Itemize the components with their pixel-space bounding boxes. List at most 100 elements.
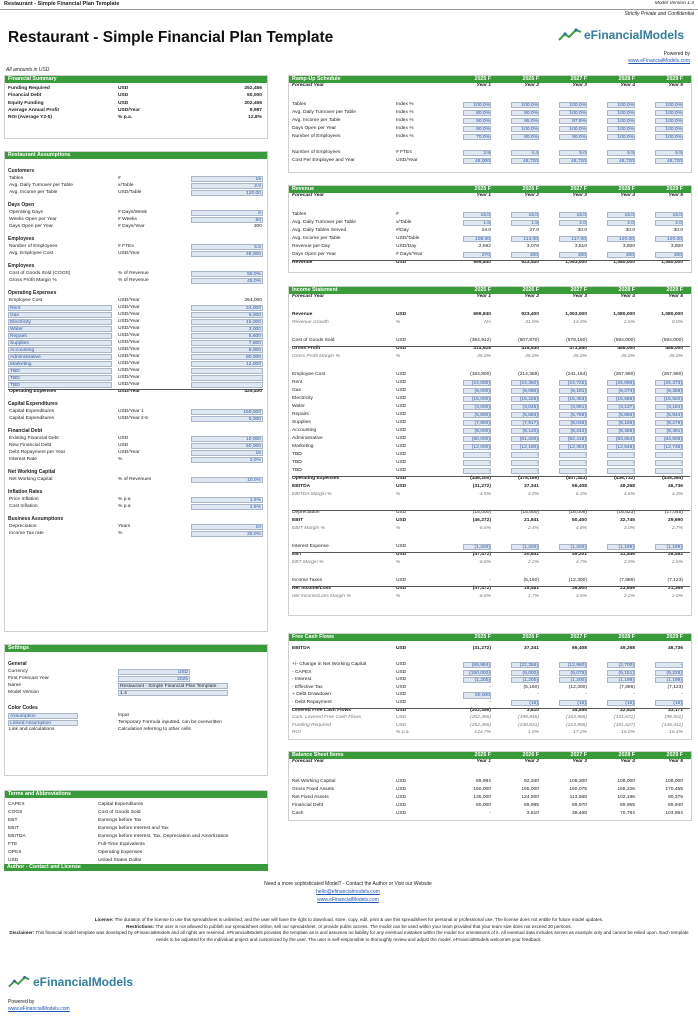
cell-value[interactable]: - — [559, 452, 587, 459]
cell-value[interactable]: 100.0% — [607, 102, 635, 109]
assumption-value[interactable]: 8,000 — [191, 347, 263, 354]
cell-value[interactable]: 120.00 — [655, 236, 683, 243]
cell-value[interactable]: 100.0% — [607, 118, 635, 125]
cell-value[interactable]: (1,200) — [463, 677, 491, 684]
cell-value[interactable]: (5,151) — [607, 669, 635, 676]
cell-value[interactable]: 95.0% — [511, 118, 539, 125]
cell-value[interactable]: (3,000) — [463, 404, 491, 411]
cell-value[interactable]: (12,180) — [511, 444, 539, 451]
cell-value[interactable]: - — [655, 452, 683, 459]
assumption-value[interactable]: 55.0% — [191, 271, 263, 278]
cell-value[interactable]: 100.0% — [607, 134, 635, 141]
cell-value[interactable]: 100.0% — [463, 102, 491, 109]
cell-value[interactable]: 100.0% — [559, 102, 587, 109]
cell-value[interactable]: (5,075) — [559, 669, 587, 676]
cell-value[interactable]: 50,000 — [463, 692, 491, 699]
cell-value[interactable]: (6,000) — [463, 388, 491, 395]
cell-value[interactable]: (1,200) — [559, 677, 587, 684]
cell-value[interactable]: 80.0% — [463, 110, 491, 117]
cell-value[interactable]: (3,184) — [655, 404, 683, 411]
cell-value[interactable]: 100.0% — [511, 102, 539, 109]
cell-value[interactable]: 100.0% — [655, 102, 683, 109]
cell-value[interactable]: 100.0% — [607, 110, 635, 117]
assumption-value[interactable]: 15,000 — [191, 319, 263, 326]
assumption-value[interactable]: 48,000 — [191, 251, 263, 258]
cell-value[interactable]: - — [511, 468, 539, 475]
assumption-value[interactable]: 12,000 — [191, 361, 263, 368]
cell-value[interactable]: 70.0% — [463, 134, 491, 141]
cell-value[interactable]: (8,242) — [559, 428, 587, 435]
cell-value[interactable]: 108.00 — [463, 236, 491, 243]
cell-value[interactable]: (2,700) — [607, 662, 635, 669]
assumption-value[interactable]: 10,000 — [191, 436, 263, 443]
cell-value[interactable]: (8,365) — [607, 428, 635, 435]
assumption-value[interactable] — [191, 382, 263, 389]
cell-value[interactable]: (5,856) — [607, 412, 635, 419]
cell-value[interactable]: (5,769) — [559, 412, 587, 419]
cell-value[interactable]: (5,000) — [511, 669, 539, 676]
assumption-value[interactable]: 3,000 — [191, 326, 263, 333]
cell-value[interactable]: 48,720 — [559, 158, 587, 165]
cell-value[interactable]: 300 — [511, 252, 539, 259]
settings-value[interactable]: 2025 — [118, 676, 190, 683]
cell-value[interactable]: (12,363) — [559, 444, 587, 451]
cell-value[interactable]: 2.0 — [559, 220, 587, 227]
cell-value[interactable]: - — [655, 662, 683, 669]
cell-value[interactable]: 117.00 — [559, 236, 587, 243]
assumption-value[interactable]: 10 — [191, 524, 263, 531]
cell-value[interactable]: (8,279) — [655, 420, 683, 427]
assumption-value[interactable]: 50,000 — [191, 443, 263, 450]
cell-value[interactable]: 100.0% — [559, 126, 587, 133]
cell-value[interactable]: 100.0% — [607, 126, 635, 133]
assumption-value[interactable]: 2.0 — [191, 183, 263, 190]
cell-value[interactable]: - — [607, 460, 635, 467]
assumption-value[interactable]: 1.5% — [191, 497, 263, 504]
cell-value[interactable]: (81,200) — [511, 436, 539, 443]
cell-value[interactable]: 80.0% — [511, 134, 539, 141]
cell-value[interactable]: 1.6 — [463, 220, 491, 227]
cell-value[interactable]: (1,199) — [607, 544, 635, 551]
cell-value[interactable]: - — [559, 468, 587, 475]
cell-value[interactable]: (24,000) — [463, 380, 491, 387]
assumption-value[interactable] — [191, 375, 263, 382]
cell-value[interactable]: (25,096) — [607, 380, 635, 387]
assumption-value[interactable]: 15 — [191, 176, 263, 183]
cell-value[interactable]: 2.0 — [607, 220, 635, 227]
cell-value[interactable]: (12,548) — [607, 444, 635, 451]
assumption-value[interactable]: 5,600 — [191, 333, 263, 340]
cell-value[interactable]: 270 — [463, 252, 491, 259]
cell-value[interactable]: 300 — [607, 252, 635, 259]
cell-value[interactable]: 90.0% — [559, 134, 587, 141]
cell-value[interactable]: (6,368) — [655, 388, 683, 395]
cell-value[interactable]: (3,137) — [607, 404, 635, 411]
cell-value[interactable]: 100.0% — [655, 126, 683, 133]
cell-value[interactable]: 3.9 — [463, 150, 491, 157]
cell-value[interactable]: - — [607, 452, 635, 459]
assumption-value[interactable]: 24,000 — [191, 305, 263, 312]
cell-value[interactable]: 2.0 — [655, 220, 683, 227]
cell-value[interactable]: (24,725) — [559, 380, 587, 387]
cell-value[interactable]: 48,720 — [655, 158, 683, 165]
assumption-value[interactable]: 25.0% — [191, 531, 263, 538]
assumption-value[interactable]: 5.5 — [191, 244, 263, 251]
cell-value[interactable]: (8,120) — [511, 428, 539, 435]
assumption-value[interactable]: 120.00 — [191, 190, 263, 197]
cell-value[interactable]: (15,920) — [655, 396, 683, 403]
author-web-link[interactable]: www.eFinancialModels.com — [317, 897, 379, 903]
cell-value[interactable]: (6,181) — [559, 388, 587, 395]
cell-value[interactable]: - — [511, 452, 539, 459]
assumption-value[interactable]: 6 — [191, 210, 263, 217]
cell-value[interactable]: 48,720 — [607, 158, 635, 165]
cell-value[interactable]: 97.5% — [559, 118, 587, 125]
assumption-value[interactable]: 1.5% — [191, 504, 263, 511]
website-link[interactable]: www.eFinancialModels.com — [628, 58, 690, 64]
cell-value[interactable]: 48,720 — [511, 158, 539, 165]
cell-value[interactable]: (7,917) — [511, 420, 539, 427]
cell-value[interactable]: (150,000) — [463, 669, 491, 676]
cell-value[interactable]: 100.0% — [559, 110, 587, 117]
footer-website-link[interactable]: www.eFinancialModels.com — [8, 1006, 70, 1012]
cell-value[interactable]: (3,091) — [559, 404, 587, 411]
cell-value[interactable]: - — [655, 468, 683, 475]
cell-value[interactable]: - — [463, 460, 491, 467]
cell-value[interactable]: - — [463, 468, 491, 475]
